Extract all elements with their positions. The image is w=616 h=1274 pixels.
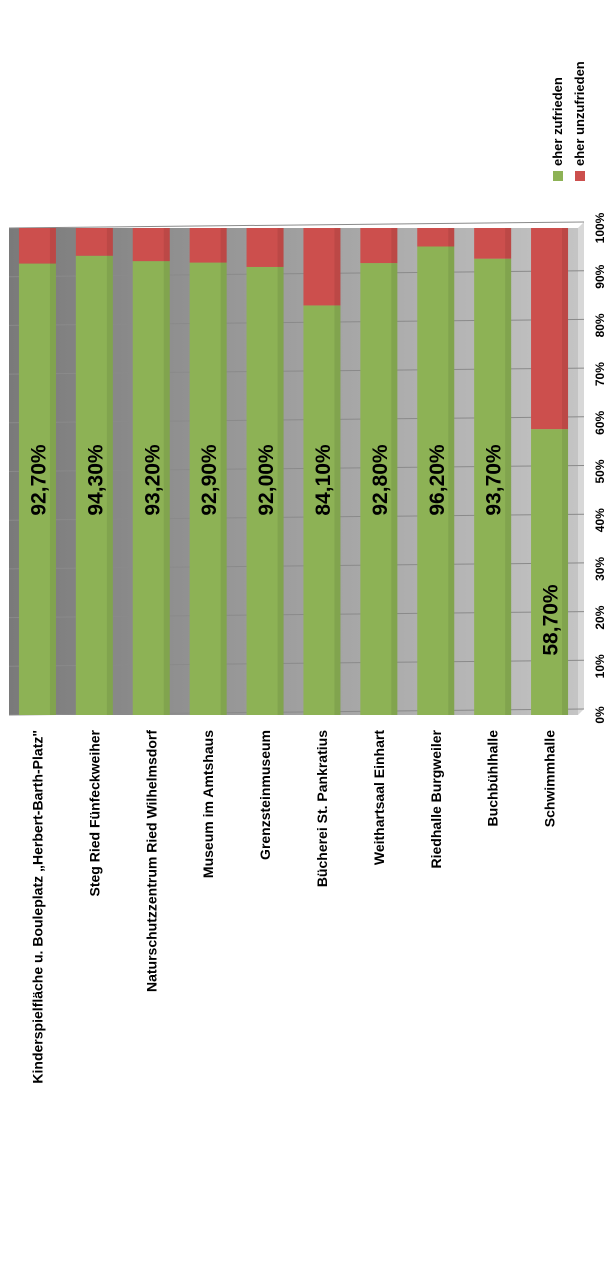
- bar-eher-zufrieden: [474, 258, 512, 715]
- tick-label: 40%: [593, 508, 607, 532]
- data-label: 92,00%: [255, 444, 278, 516]
- bar-shade: [220, 228, 227, 263]
- plot-side-wall: [578, 222, 584, 715]
- bar-shade: [277, 266, 284, 715]
- data-label: 92,80%: [369, 444, 392, 516]
- bar-eher-unzufrieden: [474, 228, 512, 259]
- legend-swatch: [575, 171, 585, 181]
- bar-eher-unzufrieden: [189, 228, 227, 263]
- bar-shade: [163, 228, 170, 262]
- category-label: Kinderspielfläche u. Bouleplatz „Herbert…: [29, 730, 45, 1084]
- bar-eher-unzufrieden: [531, 228, 569, 430]
- data-label: 96,20%: [426, 444, 449, 516]
- bar-eher-zufrieden: [360, 263, 398, 715]
- data-label: 93,70%: [483, 444, 506, 516]
- bar-eher-zufrieden: [75, 255, 113, 715]
- data-label: 84,10%: [312, 444, 335, 516]
- bar-shade: [505, 228, 512, 259]
- data-label: 58,70%: [540, 584, 563, 656]
- tick-label: 80%: [593, 313, 607, 337]
- legend-label: eher unzufrieden: [572, 61, 587, 166]
- bar-shade: [562, 228, 569, 430]
- data-label: 94,30%: [84, 444, 107, 516]
- legend-label: eher zufrieden: [550, 77, 565, 166]
- category-label: Schwimmhalle: [542, 730, 558, 827]
- bar-eher-unzufrieden: [417, 228, 455, 247]
- bar-shade: [448, 228, 455, 247]
- tick-label: 100%: [593, 212, 607, 243]
- bar-shade: [448, 246, 455, 716]
- bar-shade: [277, 228, 284, 267]
- category-label: Steg Ried Fünfeckweiher: [86, 729, 102, 896]
- bar-shade: [391, 228, 398, 264]
- tick-label: 30%: [593, 557, 607, 581]
- bar-shade: [106, 255, 113, 715]
- bar-eher-unzufrieden: [132, 228, 170, 262]
- bar-eher-unzufrieden: [360, 228, 398, 264]
- category-label: Museum im Amtshaus: [200, 730, 216, 878]
- tick-label: 60%: [593, 410, 607, 434]
- bar-shade: [220, 262, 227, 715]
- bar-shade: [334, 305, 341, 715]
- bar-eher-unzufrieden: [246, 228, 284, 267]
- category-label: Naturschutzzentrum Ried Wilhelmsdorf: [143, 730, 159, 992]
- bar-eher-zufrieden: [531, 429, 569, 715]
- legend-swatch: [553, 171, 563, 181]
- category-label: Weithartsaal Einhart: [371, 730, 387, 865]
- bar-eher-zufrieden: [303, 305, 341, 715]
- category-label: Bücherei St. Pankratius: [314, 730, 330, 887]
- bar-shade: [562, 429, 569, 715]
- category-label: Riedhalle Burgweiler: [428, 729, 444, 868]
- tick-label: 10%: [593, 654, 607, 678]
- bar-shade: [49, 263, 56, 715]
- bar-shade: [391, 263, 398, 715]
- bar-shade: [106, 228, 113, 256]
- category-label: Grenzsteinmuseum: [257, 730, 273, 860]
- bar-shade: [49, 228, 56, 264]
- bar-eher-zufrieden: [132, 261, 170, 715]
- bar-shade: [163, 261, 170, 715]
- bar-eher-zufrieden: [417, 246, 455, 716]
- tick-label: 50%: [593, 459, 607, 483]
- data-label: 92,70%: [27, 444, 50, 516]
- tick-label: 90%: [593, 264, 607, 288]
- bar-shade: [334, 228, 341, 306]
- data-label: 93,20%: [141, 444, 164, 516]
- tick-label: 0%: [593, 706, 607, 724]
- bar-eher-unzufrieden: [75, 228, 113, 256]
- category-label: Buchbühlhalle: [485, 730, 501, 827]
- data-label: 92,90%: [198, 444, 221, 516]
- bar-eher-zufrieden: [189, 262, 227, 715]
- tick-label: 70%: [593, 362, 607, 386]
- bar-eher-unzufrieden: [303, 228, 341, 306]
- bar-eher-unzufrieden: [18, 228, 56, 264]
- gridline: [8, 221, 585, 229]
- tick-label: 20%: [593, 605, 607, 629]
- bar-shade: [505, 258, 512, 715]
- bar-eher-zufrieden: [246, 266, 284, 715]
- bar-eher-zufrieden: [18, 263, 56, 715]
